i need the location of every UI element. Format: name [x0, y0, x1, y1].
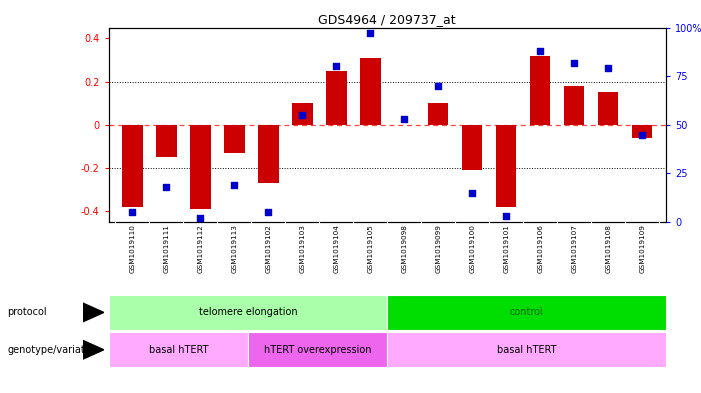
Bar [387, 332, 666, 367]
Bar [564, 86, 585, 125]
Bar [632, 125, 653, 138]
Bar [598, 92, 618, 125]
Text: control: control [510, 307, 543, 318]
Text: GSM1019110: GSM1019110 [130, 224, 135, 273]
Point [365, 30, 376, 37]
Text: GSM1019107: GSM1019107 [571, 224, 577, 273]
Point [399, 116, 410, 122]
Text: GSM1019103: GSM1019103 [299, 224, 306, 273]
Bar [122, 125, 142, 207]
Bar [156, 125, 177, 157]
Point [569, 59, 580, 66]
Text: GSM1019099: GSM1019099 [435, 224, 441, 273]
Point [535, 48, 546, 54]
Title: GDS4964 / 209737_at: GDS4964 / 209737_at [318, 13, 456, 26]
Polygon shape [83, 340, 104, 359]
Point [195, 215, 206, 221]
Bar [224, 125, 245, 153]
Point [229, 182, 240, 188]
Text: GSM1019109: GSM1019109 [639, 224, 645, 273]
Text: protocol: protocol [7, 307, 47, 318]
Text: GSM1019098: GSM1019098 [401, 224, 407, 273]
Bar [109, 332, 248, 367]
Bar [530, 55, 550, 125]
Text: telomere elongation: telomere elongation [198, 307, 297, 318]
Polygon shape [83, 303, 104, 322]
Text: GSM1019108: GSM1019108 [605, 224, 611, 273]
Point [433, 83, 444, 89]
Point [603, 65, 614, 72]
Point [297, 112, 308, 118]
Bar [292, 103, 313, 125]
Bar [360, 58, 381, 125]
Bar [387, 295, 666, 330]
Text: GSM1019106: GSM1019106 [537, 224, 543, 273]
Bar [109, 295, 387, 330]
Point [263, 209, 274, 215]
Point [161, 184, 172, 190]
Text: GSM1019102: GSM1019102 [266, 224, 271, 273]
Text: GSM1019100: GSM1019100 [469, 224, 475, 273]
Text: hTERT overexpression: hTERT overexpression [264, 345, 372, 355]
Bar [428, 103, 449, 125]
Text: genotype/variation: genotype/variation [7, 345, 100, 355]
Point [501, 213, 512, 219]
Text: GSM1019112: GSM1019112 [198, 224, 203, 273]
Bar [496, 125, 517, 207]
Text: GSM1019105: GSM1019105 [367, 224, 374, 273]
Text: GSM1019111: GSM1019111 [163, 224, 170, 273]
Text: GSM1019104: GSM1019104 [334, 224, 339, 273]
Bar [248, 332, 387, 367]
Text: GSM1019113: GSM1019113 [231, 224, 238, 273]
Point [637, 131, 648, 138]
Text: GSM1019101: GSM1019101 [503, 224, 509, 273]
Bar [326, 71, 346, 125]
Text: basal hTERT: basal hTERT [497, 345, 557, 355]
Text: basal hTERT: basal hTERT [149, 345, 208, 355]
Point [331, 63, 342, 70]
Point [127, 209, 138, 215]
Bar [258, 125, 278, 183]
Bar [190, 125, 210, 209]
Point [467, 190, 478, 196]
Bar [462, 125, 482, 170]
